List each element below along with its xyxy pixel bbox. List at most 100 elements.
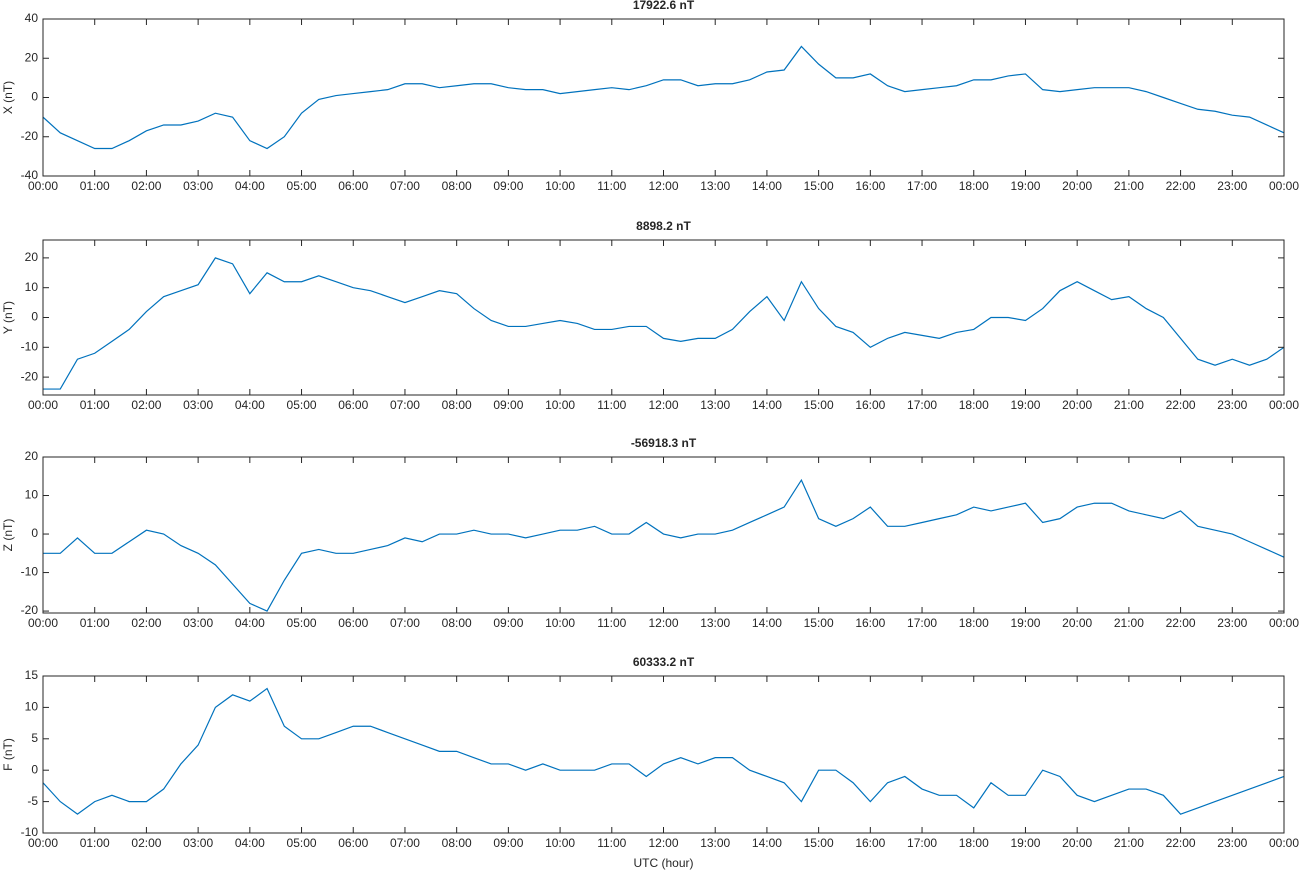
x-tick-label: 15:00 <box>804 398 834 412</box>
x-tick-label: 14:00 <box>752 836 782 850</box>
x-tick-label: 15:00 <box>804 616 834 630</box>
x-tick-label: 12:00 <box>648 836 678 850</box>
x-tick-label: 00:00 <box>1269 398 1299 412</box>
x-tick-label: 01:00 <box>80 616 110 630</box>
x-tick-label: 00:00 <box>1269 179 1299 193</box>
x-tick-label: 08:00 <box>442 836 472 850</box>
x-tick-label: 00:00 <box>28 836 58 850</box>
y-tick-label: 15 <box>25 668 39 682</box>
x-axis-label: UTC (hour) <box>633 856 693 870</box>
x-tick-label: 08:00 <box>442 179 472 193</box>
y-tick-label: 0 <box>31 90 38 104</box>
x-tick-label: 10:00 <box>545 616 575 630</box>
x-tick-label: 18:00 <box>959 398 989 412</box>
x-tick-label: 13:00 <box>700 398 730 412</box>
x-tick-label: 19:00 <box>1010 616 1040 630</box>
x-tick-label: 02:00 <box>131 398 161 412</box>
x-tick-label: 02:00 <box>131 836 161 850</box>
plot-area <box>43 457 1284 613</box>
x-tick-label: 18:00 <box>959 179 989 193</box>
x-tick-label: 20:00 <box>1062 616 1092 630</box>
x-tick-label: 10:00 <box>545 836 575 850</box>
x-tick-label: 15:00 <box>804 179 834 193</box>
y-tick-label: -10 <box>21 825 39 839</box>
y-axis-label: X (nT) <box>1 81 15 114</box>
x-tick-label: 05:00 <box>287 616 317 630</box>
y-tick-label: 10 <box>25 700 39 714</box>
x-tick-label: 18:00 <box>959 616 989 630</box>
x-tick-label: 12:00 <box>648 398 678 412</box>
x-tick-label: 16:00 <box>855 398 885 412</box>
x-tick-label: 07:00 <box>390 398 420 412</box>
y-tick-label: 20 <box>25 250 39 264</box>
x-tick-label: 16:00 <box>855 616 885 630</box>
x-tick-label: 05:00 <box>287 836 317 850</box>
x-tick-label: 09:00 <box>493 398 523 412</box>
x-tick-label: 21:00 <box>1114 616 1144 630</box>
chart-title: 17922.6 nT <box>633 0 695 12</box>
y-tick-label: -10 <box>21 339 39 353</box>
x-tick-label: 03:00 <box>183 179 213 193</box>
y-tick-label: 0 <box>31 526 38 540</box>
y-tick-label: 10 <box>25 280 39 294</box>
x-tick-label: 14:00 <box>752 179 782 193</box>
x-tick-label: 10:00 <box>545 179 575 193</box>
y-tick-label: 10 <box>25 488 39 502</box>
x-tick-label: 00:00 <box>28 179 58 193</box>
x-tick-label: 09:00 <box>493 616 523 630</box>
y-tick-label: 40 <box>25 11 39 25</box>
y-axis-label: Y (nT) <box>1 301 15 334</box>
x-tick-label: 09:00 <box>493 836 523 850</box>
x-tick-label: 04:00 <box>235 836 265 850</box>
y-tick-label: -20 <box>21 369 39 383</box>
y-tick-label: 20 <box>25 449 39 463</box>
plot-area <box>43 240 1284 395</box>
x-tick-label: 17:00 <box>907 179 937 193</box>
y-tick-label: -20 <box>21 603 39 617</box>
x-tick-label: 00:00 <box>28 616 58 630</box>
x-tick-label: 17:00 <box>907 836 937 850</box>
x-tick-label: 04:00 <box>235 179 265 193</box>
x-tick-label: 23:00 <box>1217 398 1247 412</box>
x-tick-label: 04:00 <box>235 616 265 630</box>
x-tick-label: 13:00 <box>700 616 730 630</box>
x-tick-label: 18:00 <box>959 836 989 850</box>
x-tick-label: 06:00 <box>338 179 368 193</box>
chart-title: -56918.3 nT <box>631 436 697 450</box>
data-line <box>42 687 1285 815</box>
y-tick-label: 20 <box>25 50 39 64</box>
plot-area <box>43 676 1284 833</box>
chart-title: 60333.2 nT <box>633 655 695 669</box>
x-tick-label: 22:00 <box>1166 179 1196 193</box>
x-tick-label: 14:00 <box>752 398 782 412</box>
y-tick-label: -5 <box>27 794 38 808</box>
x-tick-label: 02:00 <box>131 616 161 630</box>
y-axis-label: Z (nT) <box>1 519 15 552</box>
x-tick-label: 19:00 <box>1010 179 1040 193</box>
x-tick-label: 19:00 <box>1010 836 1040 850</box>
x-tick-label: 03:00 <box>183 836 213 850</box>
x-tick-label: 13:00 <box>700 179 730 193</box>
x-tick-label: 07:00 <box>390 836 420 850</box>
y-tick-label: -40 <box>21 168 39 182</box>
data-line <box>43 257 1285 390</box>
y-tick-label: 5 <box>31 731 38 745</box>
x-tick-label: 19:00 <box>1010 398 1040 412</box>
x-tick-label: 21:00 <box>1114 179 1144 193</box>
x-tick-label: 20:00 <box>1062 836 1092 850</box>
x-tick-label: 12:00 <box>648 616 678 630</box>
x-tick-label: 22:00 <box>1166 836 1196 850</box>
x-tick-label: 12:00 <box>648 179 678 193</box>
y-tick-label: -20 <box>21 129 39 143</box>
x-tick-label: 01:00 <box>80 836 110 850</box>
x-tick-label: 22:00 <box>1166 398 1196 412</box>
y-axis-label: F (nT) <box>1 738 15 771</box>
x-tick-label: 11:00 <box>597 398 626 412</box>
x-tick-label: 17:00 <box>907 616 937 630</box>
x-tick-label: 00:00 <box>1269 836 1299 850</box>
x-tick-label: 02:00 <box>131 179 161 193</box>
x-tick-label: 11:00 <box>597 616 626 630</box>
x-tick-label: 21:00 <box>1114 398 1144 412</box>
x-tick-label: 11:00 <box>597 836 626 850</box>
x-tick-label: 00:00 <box>28 398 58 412</box>
